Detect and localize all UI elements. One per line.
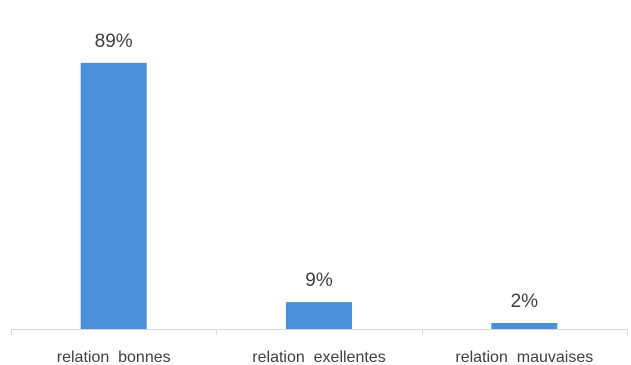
bars-layer: [80, 62, 558, 330]
bar: [286, 302, 352, 329]
data-label: 2%: [511, 291, 539, 312]
x-tick-label: relation mauvaises: [455, 349, 593, 365]
bar: [80, 62, 147, 330]
x-tick-label: relation exellentes: [252, 349, 385, 365]
data-labels-layer: 89% 9% 2%: [95, 31, 538, 312]
data-label: 89%: [95, 31, 133, 52]
category-labels-layer: relation bonnes relation exellentes relati…: [57, 349, 593, 365]
data-label: 9%: [305, 270, 333, 291]
x-axis-ticks: [11, 329, 628, 335]
x-tick-label: relation bonnes: [57, 349, 171, 365]
bar: [491, 323, 558, 329]
